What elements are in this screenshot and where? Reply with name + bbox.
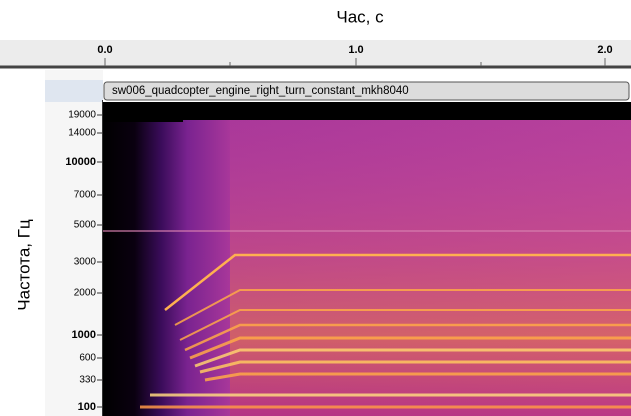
- time-tick-label: 0.0: [97, 44, 112, 56]
- y-axis-title: Частота, Гц: [14, 219, 33, 311]
- time-ruler: [0, 40, 631, 66]
- frequency-tick-label: 330: [79, 375, 96, 386]
- time-tick-label: 1.0: [348, 44, 363, 56]
- track-name: sw006_quadcopter_engine_right_turn_const…: [112, 85, 409, 97]
- frequency-tick-label: 100: [78, 401, 96, 413]
- frequency-tick-label: 1000: [72, 329, 96, 341]
- frequency-tick-label: 10000: [65, 156, 96, 168]
- frequency-tick-label: 7000: [74, 190, 97, 201]
- frequency-ruler: [45, 70, 103, 416]
- frequency-tick-label: 19000: [68, 110, 96, 121]
- spectrogram: [103, 102, 631, 416]
- track-control-header: [45, 80, 103, 102]
- frequency-tick-label: 2000: [74, 288, 97, 299]
- frequency-tick-label: 14000: [68, 128, 96, 139]
- frequency-tick-label: 600: [79, 353, 96, 364]
- frequency-tick-label: 5000: [74, 220, 97, 231]
- x-axis-title: Час, с: [336, 7, 384, 26]
- editor-window: Час, с 0.0 1.0 2.0 sw006_quadcopter_engi…: [0, 0, 631, 416]
- frequency-tick-label: 3000: [74, 257, 97, 268]
- time-tick-label: 2.0: [597, 44, 612, 56]
